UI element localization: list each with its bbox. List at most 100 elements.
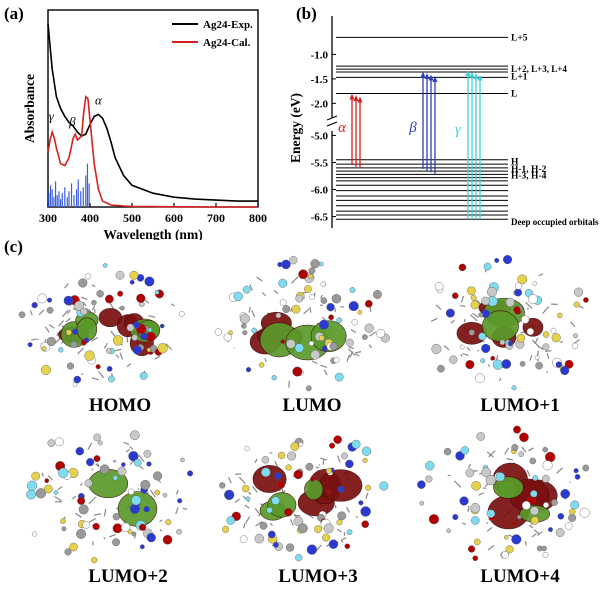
- atom-41: [560, 489, 570, 499]
- atom-41: [233, 291, 243, 302]
- atom-55: [344, 543, 351, 549]
- atom-21: [112, 523, 123, 534]
- atom-57: [86, 458, 95, 467]
- atom-44: [285, 464, 292, 471]
- orbital-caption-lumo-plus-4: LUMO+4: [480, 566, 560, 587]
- atom-22: [555, 528, 565, 537]
- atom-54: [304, 285, 312, 293]
- atom-67: [31, 531, 38, 537]
- atom-40: [579, 507, 590, 518]
- bond-36: [453, 480, 462, 488]
- atom-54: [468, 329, 475, 336]
- atom-35: [178, 311, 185, 317]
- atom-35: [47, 439, 56, 447]
- atom-38: [564, 359, 574, 369]
- atom-68: [480, 358, 486, 364]
- atom-4: [261, 467, 271, 478]
- atom-62: [519, 361, 526, 367]
- bond-53: [81, 372, 84, 376]
- bond-53: [41, 472, 44, 477]
- atom-58: [291, 304, 301, 314]
- bond-25: [542, 306, 550, 314]
- bond-38: [524, 540, 527, 546]
- atom-55: [326, 303, 335, 312]
- atom-52: [132, 345, 142, 355]
- atom-32: [550, 327, 557, 334]
- atom-65: [95, 364, 101, 370]
- atom-57: [417, 480, 426, 489]
- atom-47: [362, 457, 368, 463]
- atom-10: [47, 297, 53, 303]
- bond-13: [126, 336, 129, 343]
- atom-34: [41, 346, 47, 351]
- atom-65: [481, 296, 490, 306]
- bond-3: [264, 358, 267, 363]
- atom-64: [516, 333, 526, 343]
- bond-44: [469, 314, 478, 322]
- atom-51: [486, 286, 498, 297]
- bond-59: [182, 507, 188, 510]
- bond-44: [29, 310, 33, 316]
- atom-5: [128, 451, 139, 462]
- atom-65: [329, 342, 338, 351]
- atom-39: [93, 455, 101, 462]
- atom-41: [542, 343, 550, 351]
- bond-33: [354, 351, 362, 354]
- atom-24: [117, 466, 127, 476]
- atom-47: [490, 355, 496, 361]
- bond-5: [54, 496, 63, 502]
- atom-46: [351, 439, 361, 449]
- atom-15: [31, 471, 41, 481]
- atom-53: [511, 520, 517, 526]
- atom-32: [261, 456, 270, 464]
- level-label-1: L+2, L+3, L+4: [511, 64, 567, 74]
- atom-25: [532, 281, 537, 286]
- atom-22: [139, 523, 147, 531]
- bond-46: [460, 304, 466, 307]
- y-tick-label-4: -5.5: [311, 157, 329, 169]
- bond-12: [242, 522, 246, 529]
- atom-9: [357, 310, 363, 315]
- atom-61: [434, 281, 444, 291]
- bond-18: [488, 450, 496, 458]
- level-label-6: H-3, H-4: [511, 171, 547, 181]
- transition-arrowhead-0-2: [357, 96, 363, 103]
- atom-26: [65, 329, 72, 336]
- atom-8: [72, 328, 79, 335]
- bond-57: [478, 492, 485, 496]
- bond-40: [252, 485, 258, 493]
- level-label-3: L: [511, 90, 517, 100]
- bond-51: [148, 315, 156, 318]
- level-label-5: H-1, H-2: [511, 165, 547, 175]
- atom-47: [126, 323, 135, 332]
- atom-45: [242, 330, 248, 336]
- atom-32: [519, 432, 529, 443]
- transition-arrowhead-2-2: [473, 73, 479, 80]
- bond-11: [526, 469, 531, 477]
- atom-2: [239, 535, 248, 544]
- bond-40: [58, 320, 65, 327]
- atom-69: [77, 496, 86, 505]
- atom-59: [501, 359, 512, 369]
- atom-36: [320, 297, 328, 304]
- atom-45: [102, 263, 108, 268]
- bond-56: [159, 519, 163, 523]
- atom-57: [258, 362, 265, 368]
- atom-34: [76, 528, 87, 539]
- atom-21: [570, 500, 580, 510]
- bond-27: [64, 283, 69, 289]
- atom-0: [574, 474, 581, 480]
- bond-51: [462, 522, 467, 525]
- atom-51: [277, 261, 283, 268]
- atom-48: [60, 518, 66, 524]
- peak-label-0: γ: [49, 108, 55, 123]
- bond-13: [87, 442, 93, 450]
- bond-47: [467, 464, 472, 469]
- atom-16: [551, 333, 561, 343]
- atom-4: [529, 506, 539, 516]
- atom-41: [297, 523, 308, 534]
- bond-15: [486, 526, 493, 532]
- atom-7: [360, 506, 371, 517]
- orbital-rendering-2: [430, 255, 589, 391]
- energy-level-diagram: -1.0 -1.5 -2.0 -5.0 -5.5 -6.0 -6.5 Energy (eV) L…: [290, 16, 599, 228]
